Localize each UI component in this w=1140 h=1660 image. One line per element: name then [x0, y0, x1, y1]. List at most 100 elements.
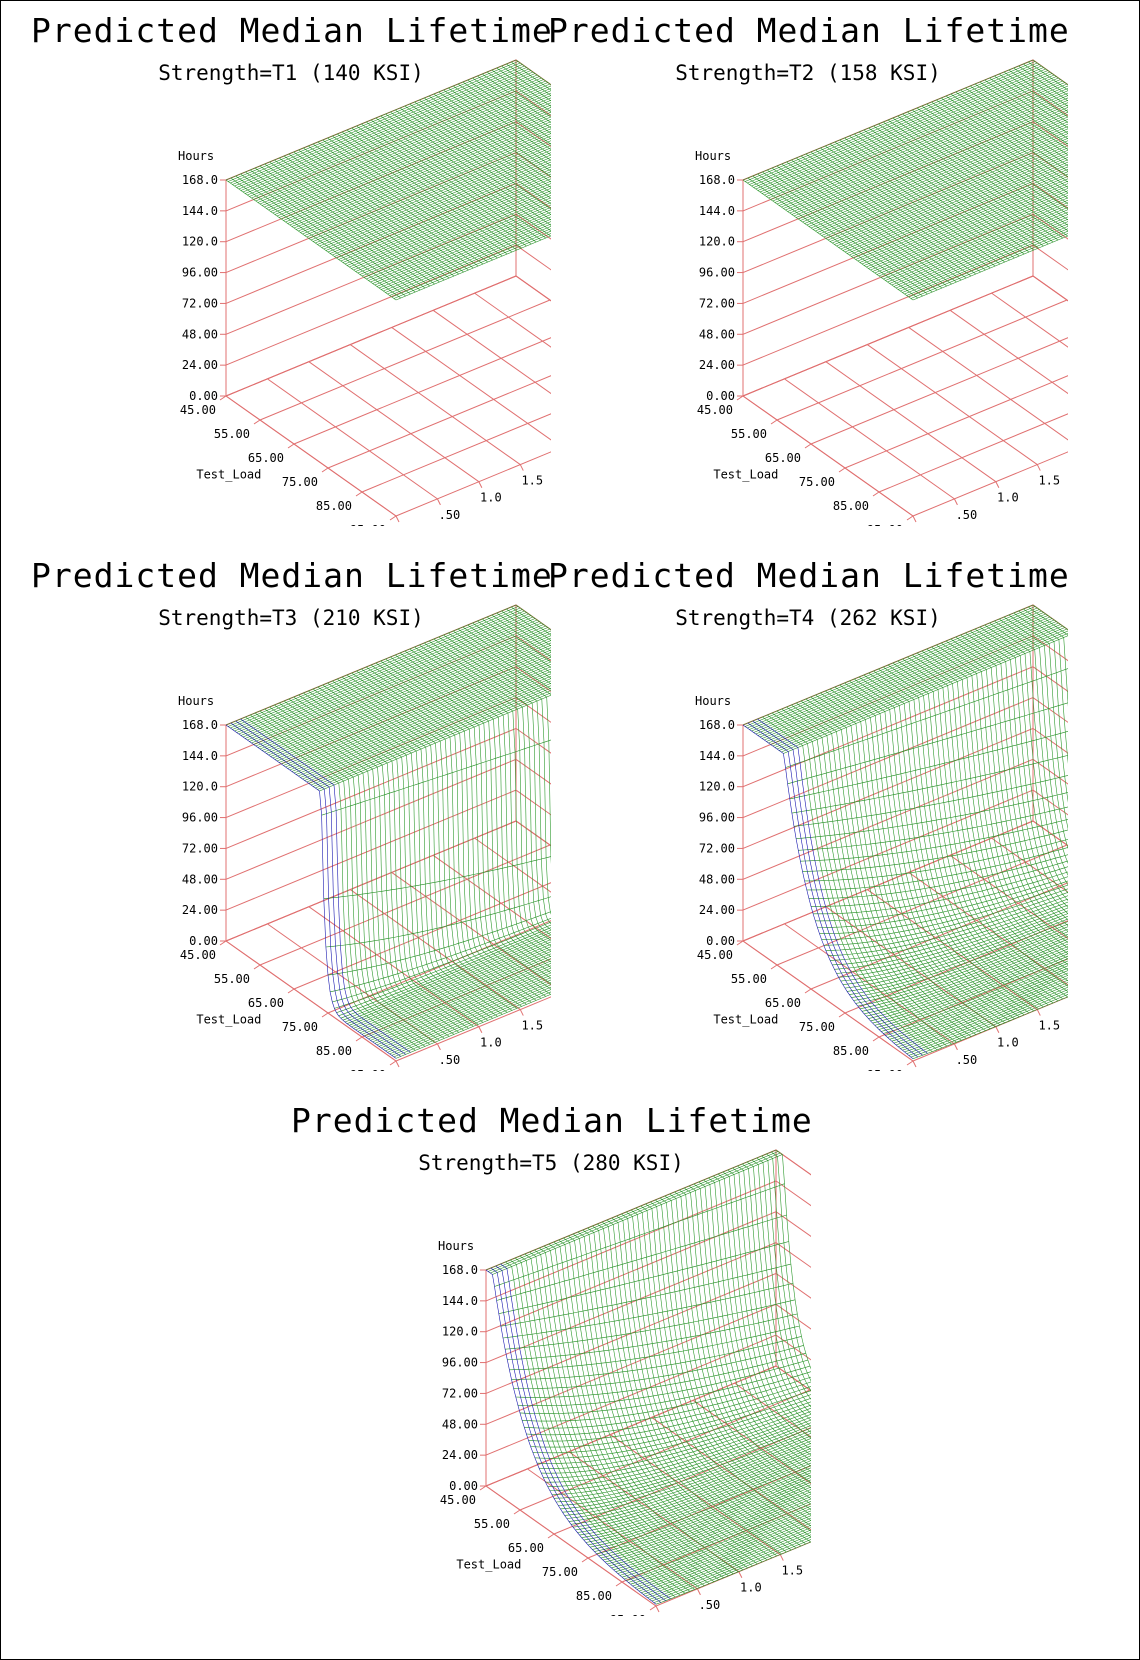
mesh-line-conc: [767, 169, 938, 291]
y-tick: [287, 988, 295, 994]
x-tick: [519, 1009, 524, 1016]
y-tick: [389, 515, 397, 521]
floor-gridline: [776, 299, 1068, 421]
z-gridline: [485, 1180, 811, 1302]
mesh-line-conc: [945, 640, 1068, 943]
mesh-line-conc: [356, 125, 527, 247]
mesh-line-conc: [781, 708, 952, 1045]
mesh-line-conc: [477, 75, 551, 129]
mesh-line-conc: [858, 676, 1030, 1014]
mesh-line-conc: [230, 722, 401, 1057]
x-tick: [953, 498, 958, 506]
mesh-line-conc: [717, 1173, 811, 1456]
mesh-line-conc: [346, 674, 517, 1009]
mesh-line-conc: [902, 113, 1068, 232]
mesh-line-conc: [448, 632, 551, 915]
z-tick-label: 168.0: [182, 173, 218, 187]
mesh-line-conc: [815, 694, 986, 1031]
chart-title: Predicted Median Lifetime: [548, 556, 1070, 595]
chart-subtitle: Strength=T2 (158 KSI): [675, 61, 941, 85]
mesh-line-conc: [805, 698, 976, 1035]
mesh-line-load: [912, 996, 1068, 1059]
mesh-line-conc: [887, 664, 1059, 1002]
x-tick-label: .50: [439, 508, 461, 522]
mesh-line-conc: [892, 662, 1063, 1000]
mesh-line-conc: [438, 636, 551, 931]
mesh-line-conc: [279, 702, 450, 1037]
mesh-line-conc: [482, 73, 551, 123]
mesh-line-load: [522, 1371, 811, 1422]
y-tick: [649, 1605, 657, 1611]
mesh-line-conc: [380, 115, 551, 237]
x-tick: [655, 1605, 660, 1613]
mesh-line-conc: [582, 1229, 753, 1567]
floor-gridline: [225, 940, 397, 1062]
mesh-line-conc: [965, 632, 1068, 921]
x-tick: [738, 1571, 743, 1578]
floor-gridline: [878, 413, 1068, 493]
mesh-line-conc: [955, 91, 1068, 172]
mesh-line-conc: [921, 105, 1068, 210]
y-axis-label: Test_Load: [196, 1012, 261, 1026]
mesh-line-conc: [433, 638, 551, 936]
mesh-line-conc: [457, 83, 551, 151]
mesh-line-conc: [1013, 612, 1068, 803]
mesh-line-conc: [810, 696, 981, 1033]
floor-gridline: [515, 275, 551, 302]
mesh-line-conc: [264, 163, 435, 285]
x-tick-label: 1.5: [1038, 1019, 1060, 1033]
mesh-line-conc: [250, 714, 421, 1049]
y-axis-label: Test_Load: [196, 467, 261, 481]
mesh-line-conc: [820, 692, 991, 1029]
z-tick-label: 24.00: [442, 1448, 478, 1462]
mesh-line-conc: [722, 1171, 811, 1450]
mesh-line-conc: [370, 119, 542, 241]
x-tick: [995, 1026, 1000, 1033]
mesh-line-conc: [298, 149, 469, 271]
y-tick-label: 65.00: [248, 996, 284, 1010]
mesh-line-conc: [762, 171, 933, 293]
mesh-line-conc: [708, 1177, 811, 1467]
mesh-line-conc: [515, 59, 551, 86]
mesh-line-conc: [950, 638, 1068, 938]
z-tick-label: 120.0: [182, 235, 218, 249]
mesh-line-conc: [989, 622, 1068, 886]
chart-panel-t1: Predicted Median Lifetime Strength=T1 (1…: [31, 1, 552, 526]
mesh-line-conc: [385, 113, 551, 232]
mesh-line-conc: [902, 658, 1068, 993]
mesh-line-conc: [601, 1221, 773, 1559]
mesh-line-conc: [298, 694, 469, 1029]
mesh-line-conc: [751, 1159, 811, 1415]
mesh-line-conc: [868, 127, 1039, 249]
mesh-line-conc: [453, 630, 551, 865]
mesh-line-conc: [892, 117, 1063, 239]
mesh-line-conc: [361, 123, 532, 245]
mesh-line-conc: [399, 652, 551, 974]
floor-gridline: [391, 327, 551, 441]
mesh-line-conc: [462, 626, 551, 690]
mesh-line-conc: [438, 91, 551, 172]
mesh-line-conc: [274, 159, 445, 281]
mesh-line-conc: [746, 1161, 811, 1421]
z-tick-label: 72.00: [442, 1386, 478, 1400]
mesh-line-conc: [796, 702, 967, 1039]
floor-gridline: [775, 1365, 811, 1392]
mesh-line-conc: [245, 171, 416, 293]
floor-gridline: [395, 451, 551, 517]
mesh-line-conc: [577, 1231, 748, 1569]
mesh-line-conc: [453, 85, 551, 156]
mesh-line-conc: [341, 676, 513, 1011]
mesh-line-conc: [834, 686, 1005, 1024]
floor-gridline: [651, 1417, 811, 1531]
floor-gridline: [912, 451, 1068, 517]
y-tick-label: 75.00: [799, 475, 835, 489]
z-axis-label: Hours: [695, 149, 731, 163]
mesh-line-load: [304, 678, 551, 781]
mesh-line-conc: [390, 656, 551, 985]
y-tick-label: 45.00: [440, 1493, 476, 1507]
mesh-line-conc: [960, 634, 1068, 926]
y-tick-label: 75.00: [282, 475, 318, 489]
mesh-line-conc: [752, 720, 923, 1056]
floor-gridline: [259, 844, 551, 966]
y-tick-label: 75.00: [282, 1020, 318, 1034]
